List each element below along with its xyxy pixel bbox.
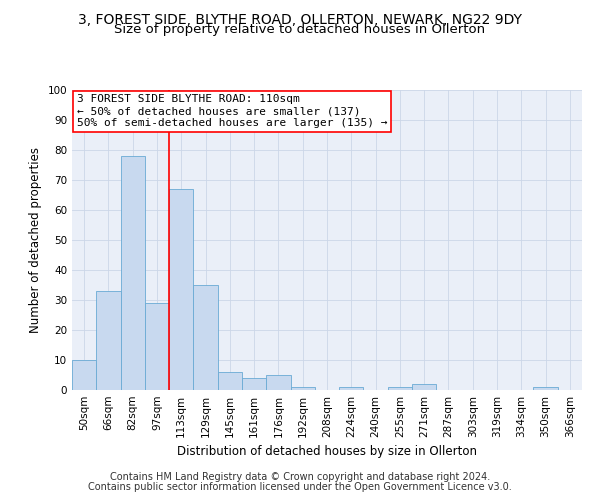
- Text: Contains HM Land Registry data © Crown copyright and database right 2024.: Contains HM Land Registry data © Crown c…: [110, 472, 490, 482]
- Bar: [121, 156, 145, 390]
- X-axis label: Distribution of detached houses by size in Ollerton: Distribution of detached houses by size …: [177, 446, 477, 458]
- Text: Size of property relative to detached houses in Ollerton: Size of property relative to detached ho…: [115, 22, 485, 36]
- Text: Contains public sector information licensed under the Open Government Licence v3: Contains public sector information licen…: [88, 482, 512, 492]
- Text: 3 FOREST SIDE BLYTHE ROAD: 110sqm
← 50% of detached houses are smaller (137)
50%: 3 FOREST SIDE BLYTHE ROAD: 110sqm ← 50% …: [77, 94, 388, 128]
- Bar: [145, 303, 169, 390]
- Bar: [388, 387, 412, 390]
- Bar: [193, 285, 218, 390]
- Bar: [218, 372, 242, 390]
- Bar: [72, 360, 96, 390]
- Bar: [290, 387, 315, 390]
- Bar: [242, 378, 266, 390]
- Text: 3, FOREST SIDE, BLYTHE ROAD, OLLERTON, NEWARK, NG22 9DY: 3, FOREST SIDE, BLYTHE ROAD, OLLERTON, N…: [78, 12, 522, 26]
- Bar: [533, 387, 558, 390]
- Bar: [266, 375, 290, 390]
- Bar: [169, 189, 193, 390]
- Bar: [96, 291, 121, 390]
- Y-axis label: Number of detached properties: Number of detached properties: [29, 147, 42, 333]
- Bar: [339, 387, 364, 390]
- Bar: [412, 384, 436, 390]
